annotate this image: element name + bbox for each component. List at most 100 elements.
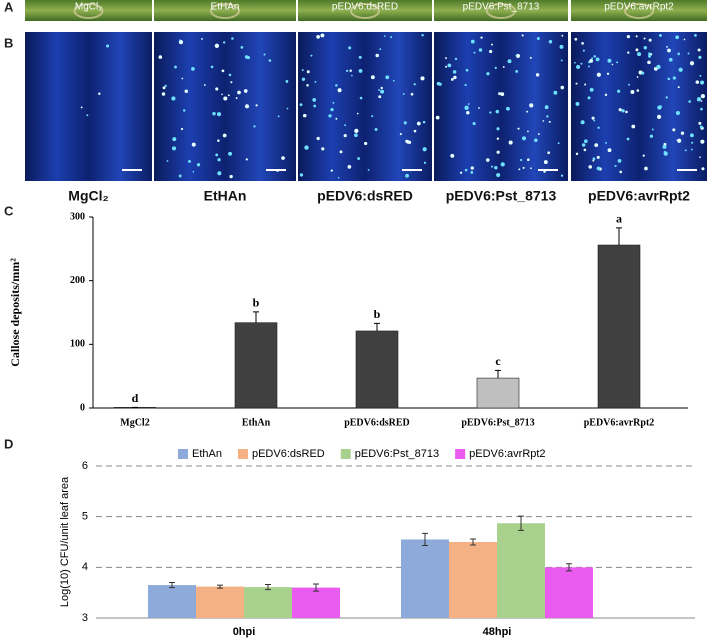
callose-dot	[699, 74, 702, 77]
callose-dot	[665, 96, 668, 99]
callose-dot	[230, 81, 233, 84]
callose-dot	[604, 93, 608, 97]
significance-letter: c	[495, 354, 501, 368]
callose-dot	[696, 97, 702, 102]
callose-dot	[98, 92, 101, 95]
callose-dot	[374, 128, 378, 132]
callose-dot	[392, 79, 395, 82]
callose-dot	[106, 44, 110, 48]
callose-dot	[472, 122, 476, 126]
callose-dot	[619, 170, 623, 174]
callose-dot	[648, 38, 652, 42]
callose-dot	[637, 52, 642, 57]
callose-dot	[648, 52, 651, 56]
callose-dot	[436, 81, 441, 86]
callose-dot	[459, 171, 463, 174]
callose-dot	[490, 165, 494, 168]
callose-dot	[228, 73, 232, 77]
callose-dot	[500, 92, 505, 97]
callose-dot	[196, 163, 201, 167]
callose-dot	[593, 55, 597, 58]
bar	[597, 244, 641, 409]
callose-dot	[263, 53, 266, 56]
callose-dot	[547, 151, 551, 155]
callose-dot	[537, 133, 540, 135]
callose-dot	[672, 76, 676, 80]
callose-dot	[680, 131, 685, 135]
x-tick-label: EthAn	[242, 417, 271, 428]
leaf-caption: MgCl₂	[75, 2, 102, 13]
callose-dot	[337, 176, 340, 179]
callose-dot	[467, 103, 470, 105]
callose-dot	[576, 64, 581, 69]
lesion	[73, 3, 104, 19]
callose-dot	[465, 68, 469, 72]
callose-dot	[574, 61, 576, 64]
callose-dot	[596, 155, 600, 159]
significance-letter: d	[132, 391, 139, 405]
callose-dot	[616, 61, 619, 64]
callose-dot	[378, 95, 382, 99]
callose-dot	[380, 86, 383, 90]
callose-dot	[649, 134, 654, 138]
callose-dot	[548, 120, 551, 123]
callose-dot	[626, 137, 630, 141]
bar	[545, 567, 593, 618]
callose-dot	[521, 136, 527, 141]
callose-dot	[470, 170, 474, 174]
callose-dot	[580, 62, 583, 65]
callose-dot	[676, 139, 679, 142]
callose-dot	[231, 37, 234, 40]
error-bar	[313, 583, 319, 592]
callose-dot	[216, 112, 222, 117]
callose-dot	[445, 65, 448, 68]
callose-dot	[405, 173, 409, 178]
micro-caption: pEDV6:dsRED	[317, 188, 413, 204]
bar	[449, 542, 497, 618]
callose-dot	[332, 101, 335, 104]
callose-dot	[689, 61, 695, 66]
callose-dot	[357, 157, 361, 160]
error-bar	[566, 563, 572, 572]
callose-dot	[630, 90, 635, 94]
callose-dot	[663, 150, 666, 153]
callose-dot	[530, 167, 532, 170]
callose-dot	[413, 129, 417, 133]
y-tick-label: 300	[70, 211, 85, 222]
callose-dot	[699, 156, 701, 159]
callose-dot	[192, 170, 195, 173]
callose-dot	[217, 139, 220, 142]
callose-dot	[80, 106, 83, 109]
y-tick-label: 100	[70, 339, 85, 350]
callose-dot	[635, 35, 638, 38]
callose-dot	[515, 69, 519, 73]
error-bar	[265, 584, 271, 591]
leaf-caption: pEDV6:Pst_8713	[463, 2, 540, 13]
callose-dot	[546, 115, 549, 118]
callose-dot	[594, 143, 599, 147]
callose-dot	[496, 150, 500, 154]
leaf-photo	[571, 0, 707, 21]
callose-dot	[641, 71, 645, 75]
callose-dot	[675, 35, 680, 40]
callose-dot	[422, 147, 427, 152]
callose-dot	[435, 115, 440, 120]
callose-dot	[229, 174, 233, 179]
callose-dot	[668, 57, 673, 62]
callose-dot	[187, 159, 191, 163]
callose-dot	[181, 77, 184, 80]
callose-dot	[217, 171, 222, 176]
callose-dot	[347, 165, 352, 169]
callose-dot	[593, 119, 596, 122]
callose-dot	[683, 38, 686, 41]
callose-dot	[221, 93, 223, 96]
callose-dot	[244, 104, 250, 109]
callose-dot	[699, 125, 703, 129]
callose-dot	[581, 41, 584, 45]
callose-dot	[589, 58, 594, 63]
callose-dot	[687, 52, 690, 55]
callose-dot	[700, 139, 705, 144]
callose-dot	[313, 104, 317, 108]
callose-dot	[312, 97, 317, 102]
lesion	[486, 3, 516, 19]
